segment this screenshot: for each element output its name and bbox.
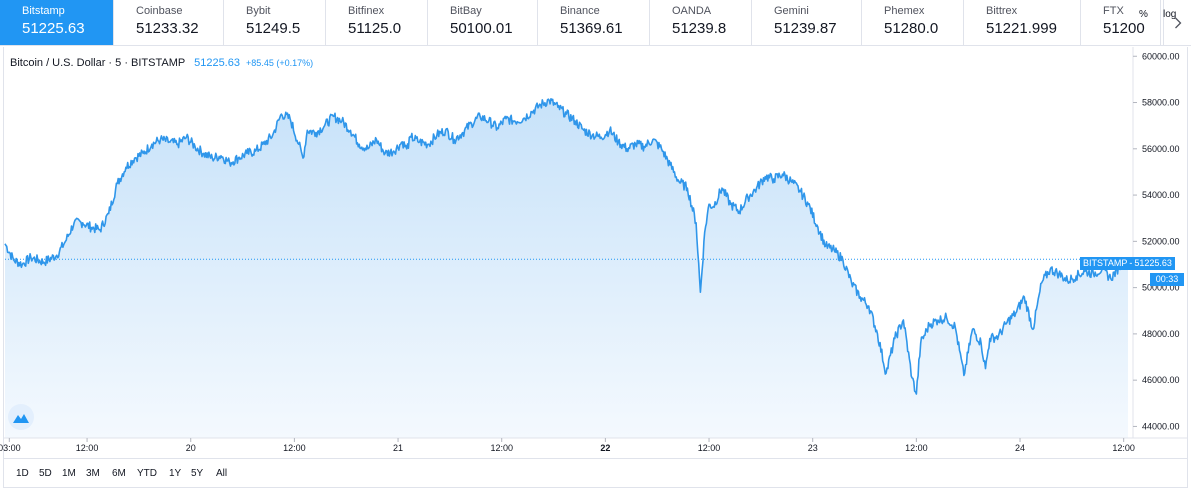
exchange-name: BitBay — [450, 5, 482, 17]
chart-legend: Bitcoin / U.S. Dollar · 5 · BITSTAMP 512… — [10, 57, 313, 69]
exchange-price: 51239.87 — [774, 20, 837, 37]
y-tick-label: 48000.00 — [1142, 329, 1180, 339]
x-tick-label: 20 — [186, 443, 196, 453]
x-tick-label: 12:00 — [283, 443, 306, 453]
exchange-tab-binance[interactable]: Binance 51369.61 — [538, 0, 650, 45]
exchange-price: 51221.999 — [986, 20, 1057, 37]
chart-area[interactable] — [3, 47, 1188, 488]
tradingview-logo-icon[interactable] — [8, 404, 34, 430]
exchange-price: 51249.5 — [246, 20, 301, 37]
exchange-tab-bitstamp[interactable]: Bitstamp 51225.63 — [0, 0, 114, 45]
price-series-line — [4, 98, 1129, 395]
exchange-tab-oanda[interactable]: OANDA 51239.8 — [650, 0, 752, 45]
exchange-name: Bitstamp — [22, 5, 65, 17]
range-button-1m[interactable]: 1M — [62, 468, 76, 479]
exchange-price: 51200 — [1103, 20, 1145, 37]
y-tick-label: 60000.00 — [1142, 51, 1180, 61]
y-tick-label: 54000.00 — [1142, 190, 1180, 200]
exchange-tab-ftx[interactable]: FTX 51200 — [1081, 0, 1161, 45]
x-tick-label: 23 — [808, 443, 818, 453]
x-tick-label: 12:00 — [698, 443, 721, 453]
range-button-6m[interactable]: 6M — [112, 468, 126, 479]
exchange-name: Gemini — [774, 5, 809, 17]
percent-scale-toggle[interactable]: % — [1139, 9, 1148, 20]
price-change: +85.45 (+0.17%) — [246, 58, 314, 68]
exchange-name: Bitfinex — [348, 5, 385, 17]
price-area-fill — [5, 98, 1128, 439]
exchange-price: 51125.0 — [348, 20, 402, 37]
exchange-name: FTX — [1103, 5, 1124, 17]
exchange-price: 51280.0 — [884, 20, 939, 37]
y-tick-label: 52000.00 — [1142, 236, 1180, 246]
exchange-name: OANDA — [672, 5, 712, 17]
exchange-name: Phemex — [884, 5, 925, 17]
x-tick-label: 12:00 — [490, 443, 513, 453]
exchange-tab-phemex[interactable]: Phemex 51280.0 — [862, 0, 964, 45]
range-button-5y[interactable]: 5Y — [191, 468, 204, 479]
last-price: 51225.63 — [194, 57, 240, 69]
exchange-name: Bybit — [246, 5, 271, 17]
exchange-tab-bitfinex[interactable]: Bitfinex 51125.0 — [326, 0, 428, 45]
log-scale-toggle[interactable]: log — [1163, 9, 1177, 20]
exchange-price: 51225.63 — [22, 20, 85, 37]
price-chart[interactable]: 60000.00 58000.00 56000.00 54000.00 52000.00… — [0, 0, 1191, 460]
range-button-all[interactable]: All — [216, 468, 228, 479]
exchange-tab-bittrex[interactable]: Bittrex 51221.999 — [964, 0, 1081, 45]
exchange-tab-gemini[interactable]: Gemini 51239.87 — [752, 0, 862, 45]
y-tick-label: 44000.00 — [1142, 421, 1180, 431]
range-toolbar: 1D 5D 1M 3M 6M YTD 1Y 5Y All — [4, 458, 1187, 487]
chevron-right-icon — [1174, 17, 1181, 28]
tabs-scroll-right-button[interactable] — [1163, 0, 1191, 45]
bar-countdown-tag: 00:33 — [1150, 273, 1184, 286]
exchange-name: Coinbase — [136, 5, 183, 17]
y-tick-label: 46000.00 — [1142, 375, 1180, 385]
range-button-1d[interactable]: 1D — [16, 468, 29, 479]
exchange-tab-bitbay[interactable]: BitBay 50100.01 — [428, 0, 538, 45]
x-tick-label: 03:00 — [0, 443, 21, 453]
exchange-price: 51369.61 — [560, 20, 623, 37]
range-button-1y[interactable]: 1Y — [169, 468, 182, 479]
exchange-tab-coinbase[interactable]: Coinbase 51233.32 — [114, 0, 224, 45]
exchange-tab-bybit[interactable]: Bybit 51249.5 — [224, 0, 326, 45]
range-button-3m[interactable]: 3M — [86, 468, 100, 479]
price-tag-separator: - — [1129, 258, 1133, 268]
last-price-tag: BITSTAMP -51225.63 — [1080, 257, 1175, 270]
exchange-name: Bittrex — [986, 5, 1018, 17]
range-button-ytd[interactable]: YTD — [137, 468, 157, 479]
range-button-5d[interactable]: 5D — [39, 468, 52, 479]
exchange-price: 50100.01 — [450, 20, 513, 37]
y-tick-label: 58000.00 — [1142, 98, 1180, 108]
price-tag-value: 51225.63 — [1134, 258, 1172, 268]
y-tick-label: 50000.00 — [1142, 283, 1180, 293]
exchange-price: 51239.8 — [672, 20, 727, 37]
x-tick-label: 21 — [393, 443, 403, 453]
symbol-description: Bitcoin / U.S. Dollar · 5 · BITSTAMP — [10, 57, 186, 69]
x-tick-label: 12:00 — [905, 443, 928, 453]
logo-mountain-icon — [13, 413, 29, 423]
exchange-price: 51233.32 — [136, 20, 199, 37]
x-tick-label: 24 — [1015, 443, 1025, 453]
price-tag-exchange: BITSTAMP — [1083, 258, 1128, 268]
exchange-name: Binance — [560, 5, 600, 17]
y-tick-label: 56000.00 — [1142, 144, 1180, 154]
x-tick-label: 12:00 — [76, 443, 99, 453]
exchange-tabs: Bitstamp 51225.63 Coinbase 51233.32 Bybit 512… — [0, 0, 1191, 46]
x-tick-label: 12:00 — [1112, 443, 1135, 453]
x-tick-label: 22 — [600, 443, 610, 453]
